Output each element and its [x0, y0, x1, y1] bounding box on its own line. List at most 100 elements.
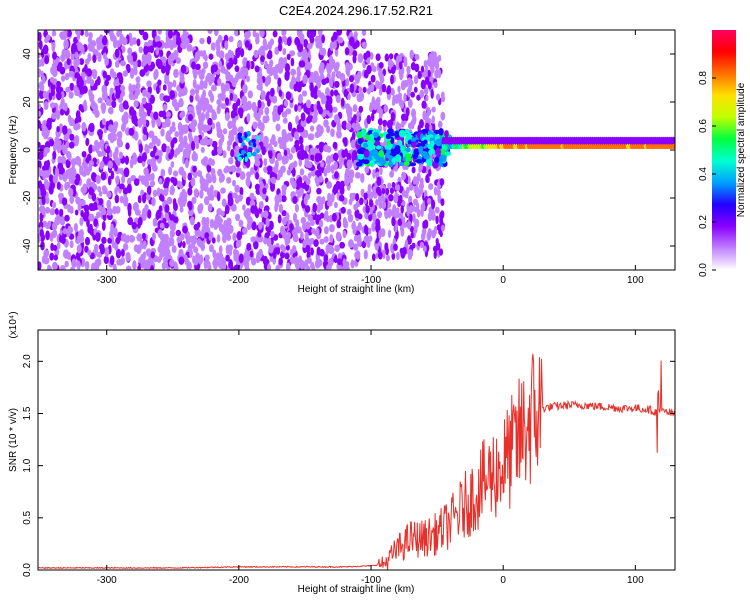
spectrogram-cell [423, 86, 429, 96]
spectrogram-cell [168, 166, 173, 176]
spectrogram-cell [99, 244, 105, 255]
spectrogram-cell [207, 30, 213, 34]
spectrogram-cell [105, 74, 112, 81]
spectrogram-cell [403, 161, 410, 167]
spectrogram-cell [363, 52, 368, 61]
spectrogram-cell [167, 55, 172, 66]
spectrogram-cell [420, 65, 425, 73]
spectrogram-cell [394, 130, 400, 138]
spectrogram-cell [287, 121, 293, 132]
spectrogram-cell [388, 53, 394, 60]
spectrogram-cell [401, 216, 406, 223]
spectrogram-cell [303, 195, 308, 206]
spectrogram-cell [164, 222, 169, 229]
spectrogram-cell [328, 55, 334, 65]
spectrogram-cell [325, 215, 331, 223]
spectrogram-cell [292, 212, 298, 223]
spectrogram-cell [231, 121, 236, 129]
spectrogram-cell [333, 201, 338, 209]
spectrogram-cell [179, 112, 185, 119]
spectrogram-cell [122, 187, 129, 195]
spectrogram-cell [164, 204, 170, 213]
spectrogram-cell [125, 142, 130, 150]
spectrogram-cell [397, 93, 402, 102]
spectrogram-cell [169, 126, 174, 135]
spectrogram-cell [38, 180, 43, 190]
spectrogram-cell [242, 227, 248, 235]
spectrogram-cell [254, 65, 260, 73]
spectrogram-cell [155, 85, 160, 95]
spectrogram-cell [405, 156, 413, 162]
spectrogram-cell [199, 139, 206, 146]
spectrogram-cell [160, 168, 166, 177]
spectrogram-cell [286, 53, 291, 61]
spectrogram-cell [171, 245, 177, 254]
spectrogram-cell [239, 186, 244, 196]
spectrogram-cell [179, 73, 185, 84]
spectrogram-cell [90, 100, 96, 110]
spectrogram-cell [131, 221, 137, 230]
spectrogram-cell [38, 205, 45, 213]
spectrogram-cell [156, 209, 162, 219]
spectrogram-cell [110, 223, 114, 233]
snr-y-tick-label: 0.5 [22, 510, 33, 524]
spectrogram-cell [372, 65, 377, 73]
spectrogram-cell [211, 174, 217, 184]
spectrogram-x-tick-label: -300 [97, 275, 117, 286]
spectrogram-cell [375, 98, 381, 109]
spectrogram-cell [248, 146, 253, 152]
spectrogram-cell [132, 201, 139, 212]
spectrogram-cell [199, 37, 205, 45]
spectrogram-cell [242, 145, 248, 150]
spectrogram-cell [62, 144, 68, 155]
spectrogram-cell [49, 252, 55, 261]
spectrogram-cell [146, 264, 151, 270]
spectrogram-cell [182, 225, 188, 234]
spectrogram-cell [244, 266, 250, 270]
spectrogram-cell [69, 82, 75, 91]
spectrogram-cell [440, 111, 446, 121]
spectrogram-cell [255, 171, 260, 180]
spectrogram-cell [263, 158, 268, 167]
spectrogram-cell [116, 72, 123, 79]
spectrogram-cell [252, 121, 258, 130]
spectrogram-cell [309, 34, 313, 42]
spectrogram-cell [253, 49, 259, 59]
spectrogram-cell [399, 72, 403, 81]
spectrogram-cell [200, 229, 205, 239]
spectrogram-cell [71, 259, 78, 268]
spectrogram-cell [381, 188, 386, 195]
spectrogram-cell [106, 207, 113, 216]
spectrogram-cell [88, 186, 94, 196]
spectrogram-cell [102, 52, 107, 60]
spectrogram-cell [107, 175, 112, 186]
spectrogram-cell [371, 222, 376, 232]
spectrogram-cell [86, 68, 93, 77]
spectrogram-cell [298, 187, 305, 196]
spectrogram-cell [193, 188, 199, 198]
spectrogram-cell [326, 72, 331, 79]
spectrogram-cell [113, 79, 119, 88]
spectrogram-cell [87, 249, 92, 256]
spectrogram-cell [264, 258, 270, 266]
spectrogram-cell [111, 241, 118, 249]
spectrogram-cell [298, 135, 304, 145]
spectrogram-cell [318, 144, 324, 153]
snr-y-tick-label: 1.0 [22, 458, 33, 472]
spectrogram-cell [256, 135, 260, 141]
spectrogram-cell [285, 244, 290, 251]
spectrogram-cell [122, 243, 129, 251]
snr-panel: -300 -200 -100 0 100 0.0 0.5 1.0 1.5 2.0 Height … [8, 311, 676, 595]
spectrogram-cell [386, 88, 391, 95]
spectrogram-cell [434, 156, 440, 164]
spectrogram-cell [84, 209, 90, 219]
spectrogram-cell [169, 259, 175, 268]
spectrogram-cell [427, 130, 433, 136]
spectrogram-cell [158, 110, 165, 118]
spectrogram-cell [290, 146, 296, 154]
spectrogram-cell [283, 133, 290, 143]
colorbar-tick-label: 0.2 [698, 215, 709, 229]
spectrogram-cell [255, 254, 261, 264]
spectrogram-cell [229, 132, 235, 143]
